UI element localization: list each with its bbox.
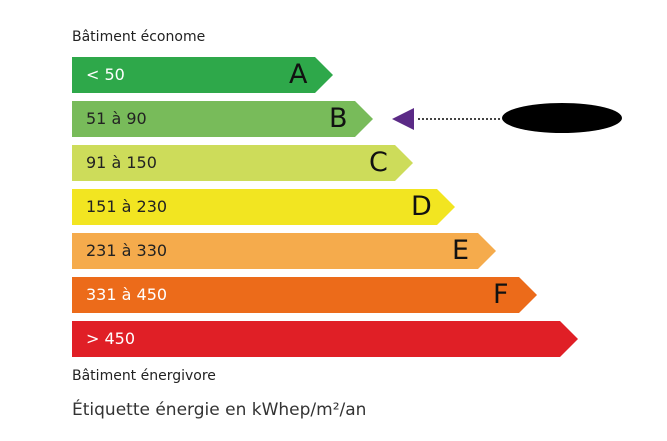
- energy-class-a: < 50 A: [72, 57, 333, 93]
- class-letter: B: [329, 103, 348, 134]
- class-letter: E: [452, 235, 470, 266]
- top-caption: Bâtiment économe: [72, 29, 206, 45]
- class-range: 91 à 150: [86, 153, 157, 172]
- class-bar-shape: [72, 57, 333, 93]
- class-letter: A: [289, 59, 308, 90]
- energy-class-d: 151 à 230 D: [72, 189, 455, 225]
- class-bar-shape: [72, 321, 578, 357]
- energy-class-e: 231 à 330 E: [72, 233, 496, 269]
- energy-class-c: 91 à 150 C: [72, 145, 413, 181]
- class-bar-shape: [72, 145, 413, 181]
- class-range: 331 à 450: [86, 285, 168, 304]
- energy-class-b: 51 à 90 B: [72, 101, 373, 137]
- energy-class-f: 331 à 450 F: [72, 277, 537, 313]
- class-range: 51 à 90: [86, 109, 147, 128]
- class-letter: C: [369, 147, 388, 178]
- class-letter: D: [411, 191, 432, 222]
- class-range: < 50: [86, 65, 125, 84]
- energy-class-g: > 450: [72, 321, 578, 357]
- class-bar-shape: [72, 101, 373, 137]
- indicator-arrow-icon: [392, 108, 414, 130]
- class-letter: F: [493, 279, 509, 310]
- footer-label: Étiquette énergie en kWhep/m²/an: [72, 400, 367, 420]
- bottom-caption: Bâtiment énergivore: [72, 368, 216, 384]
- redacted-value: [502, 103, 622, 133]
- class-range: > 450: [86, 329, 136, 348]
- class-bar-shape: [72, 277, 537, 313]
- indicator-dotted-line: [418, 118, 500, 120]
- class-range: 231 à 330: [86, 241, 168, 260]
- class-bar-shape: [72, 189, 455, 225]
- class-range: 151 à 230: [86, 197, 168, 216]
- class-bar-shape: [72, 233, 496, 269]
